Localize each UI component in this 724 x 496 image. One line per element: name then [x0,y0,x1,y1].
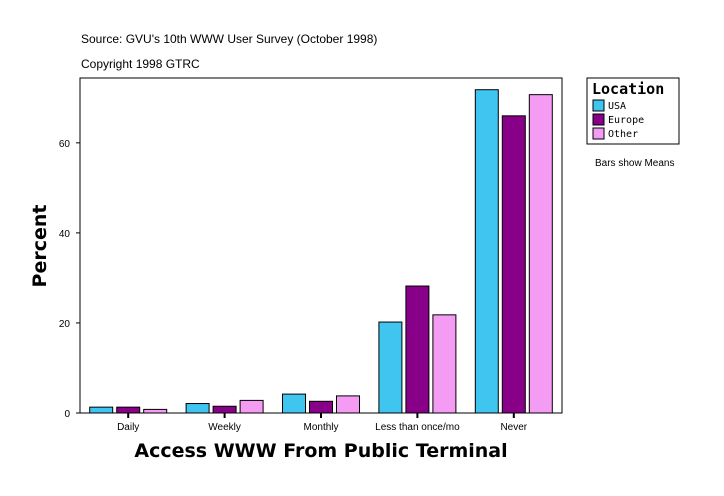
x-axis-label: Access WWW From Public Terminal [134,440,507,462]
x-tick-label: Daily [117,422,139,433]
note-text: Bars show Means [595,158,675,169]
x-tick-label: Never [500,422,527,433]
legend-label-europe: Europe [608,115,644,126]
y-tick-label: 60 [59,139,71,150]
y-tick-label: 20 [59,319,71,330]
legend-label-usa: USA [608,101,626,112]
x-tick-label: Monthly [303,422,338,433]
bar-other [336,395,360,414]
bar-usa [185,403,210,414]
bar-usa [282,393,306,414]
legend-swatch-other [592,127,605,140]
bar-other [432,314,457,414]
legend-title: Location [592,80,664,98]
source-text: Source: GVU's 10th WWW User Survey (Octo… [81,32,378,46]
y-axis-label: Percent [29,205,51,288]
bar-europe [405,285,430,414]
bar-usa [378,321,403,414]
legend-label-other: Other [608,129,638,140]
bar-europe [212,405,237,414]
bar-europe [116,406,141,414]
bar-other [239,399,264,414]
x-tick-label: Weekly [208,422,241,433]
y-tick-label: 0 [64,409,70,420]
x-tick-label: Less than once/mo [375,422,460,433]
bar-usa [474,89,499,414]
y-tick-label: 40 [59,229,71,240]
bar-usa [89,406,114,414]
bar-other [143,408,168,414]
bar-europe [501,115,526,414]
legend-swatch-usa [592,99,605,112]
bar-europe [309,400,333,414]
bar-other [528,94,553,414]
legend-swatch-europe [592,113,605,126]
copyright-text: Copyright 1998 GTRC [81,57,200,71]
